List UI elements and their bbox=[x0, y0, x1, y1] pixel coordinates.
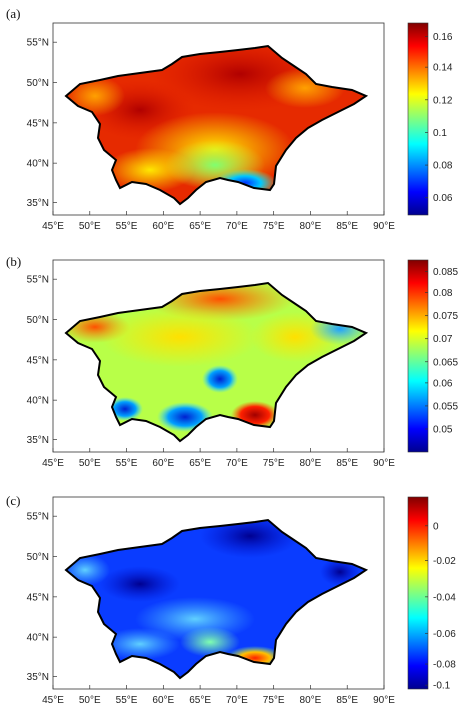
colorbar bbox=[407, 259, 429, 453]
lon-tick-label: 60°E bbox=[152, 695, 174, 706]
panel-c: (c) 55°N 50°N 45°N 40°N 35°N 45°E 50°E 55°E 60°E… bbox=[6, 493, 456, 706]
lat-tick-label: 40°N bbox=[27, 159, 49, 170]
lat-tick-label: 55°N bbox=[27, 512, 49, 523]
lon-tick-label: 90°E bbox=[373, 458, 395, 469]
lon-tick-label: 55°E bbox=[116, 221, 138, 232]
lon-tick-label: 50°E bbox=[79, 458, 101, 469]
lat-tick-label: 55°N bbox=[27, 275, 49, 286]
lon-tick-label: 85°E bbox=[336, 221, 358, 232]
lon-tick-label: 80°E bbox=[300, 221, 322, 232]
lon-tick-label: 80°E bbox=[300, 695, 322, 706]
panel-label: (c) bbox=[6, 493, 20, 508]
colorbar-tick-label: -0.06 bbox=[433, 629, 456, 640]
colorbar-tick-label: 0.08 bbox=[433, 288, 453, 299]
lat-tick-label: 50°N bbox=[27, 315, 49, 326]
colorbar-tick-label: -0.02 bbox=[433, 556, 456, 567]
lon-tick-label: 90°E bbox=[373, 695, 395, 706]
colorbar-tick-label: 0.075 bbox=[433, 311, 458, 322]
lon-tick-label: 70°E bbox=[226, 458, 248, 469]
lat-tick-label: 35°N bbox=[27, 435, 49, 446]
panel-label: (b) bbox=[6, 254, 21, 269]
lat-tick-label: 50°N bbox=[27, 552, 49, 563]
colorbar-tick-label: 0.08 bbox=[433, 161, 453, 172]
lon-tick-label: 80°E bbox=[300, 458, 322, 469]
lon-tick-label: 75°E bbox=[263, 458, 285, 469]
lon-tick-label: 55°E bbox=[116, 695, 138, 706]
lon-tick-label: 85°E bbox=[336, 695, 358, 706]
colorbar-tick-label: 0.085 bbox=[433, 267, 458, 278]
lon-tick-label: 50°E bbox=[79, 221, 101, 232]
lat-tick-label: 35°N bbox=[27, 198, 49, 209]
lon-tick-label: 65°E bbox=[189, 221, 211, 232]
lat-tick-label: 40°N bbox=[27, 633, 49, 644]
lon-tick-label: 45°E bbox=[42, 695, 64, 706]
colorbar bbox=[407, 496, 429, 690]
lon-tick-label: 55°E bbox=[116, 458, 138, 469]
lat-tick-label: 50°N bbox=[27, 78, 49, 89]
lon-tick-label: 65°E bbox=[189, 695, 211, 706]
colorbar-tick-label: 0 bbox=[433, 521, 439, 532]
colorbar-tick-label: 0.16 bbox=[433, 32, 453, 43]
lon-tick-label: 85°E bbox=[336, 458, 358, 469]
lon-tick-label: 45°E bbox=[42, 221, 64, 232]
colorbar-tick-label: 0.05 bbox=[433, 424, 453, 435]
colorbar-tick-label: 0.1 bbox=[433, 128, 447, 139]
lon-tick-label: 60°E bbox=[152, 458, 174, 469]
lon-tick-label: 45°E bbox=[42, 458, 64, 469]
panel-a: (a) 55°N 50°N 45°N 40°N 35°N 45°E 50°E 55°E 60°E… bbox=[6, 6, 453, 232]
lon-tick-label: 75°E bbox=[263, 221, 285, 232]
lat-tick-label: 55°N bbox=[27, 38, 49, 49]
colorbar-tick-label: 0.06 bbox=[433, 378, 453, 389]
lon-tick-label: 70°E bbox=[226, 221, 248, 232]
lon-tick-label: 50°E bbox=[79, 695, 101, 706]
lon-tick-label: 70°E bbox=[226, 695, 248, 706]
colorbar-tick-label: 0.06 bbox=[433, 193, 453, 204]
colorbar-tick-label: 0.055 bbox=[433, 401, 458, 412]
panel-label: (a) bbox=[6, 6, 20, 21]
lon-tick-label: 90°E bbox=[373, 221, 395, 232]
colorbar-tick-label: 0.07 bbox=[433, 334, 453, 345]
panel-b: (b) 55°N 50°N 45°N 40°N 35°N 45°E 50°E 55°E 60°E… bbox=[6, 254, 458, 469]
lat-tick-label: 45°N bbox=[27, 355, 49, 366]
colorbar-tick-label: 0.12 bbox=[433, 95, 453, 106]
lat-tick-label: 45°N bbox=[27, 118, 49, 129]
colorbar-tick-label: -0.04 bbox=[433, 592, 456, 603]
colorbar bbox=[407, 22, 429, 216]
colorbar-tick-label: -0.08 bbox=[433, 660, 456, 671]
lat-tick-label: 45°N bbox=[27, 592, 49, 603]
lon-tick-label: 60°E bbox=[152, 221, 174, 232]
lat-tick-label: 35°N bbox=[27, 672, 49, 683]
lon-tick-label: 65°E bbox=[189, 458, 211, 469]
lat-tick-label: 40°N bbox=[27, 396, 49, 407]
colorbar-tick-label: 0.14 bbox=[433, 63, 453, 74]
colorbar-tick-label: -0.1 bbox=[433, 681, 451, 692]
colorbar-tick-label: 0.065 bbox=[433, 357, 458, 368]
lon-tick-label: 75°E bbox=[263, 695, 285, 706]
